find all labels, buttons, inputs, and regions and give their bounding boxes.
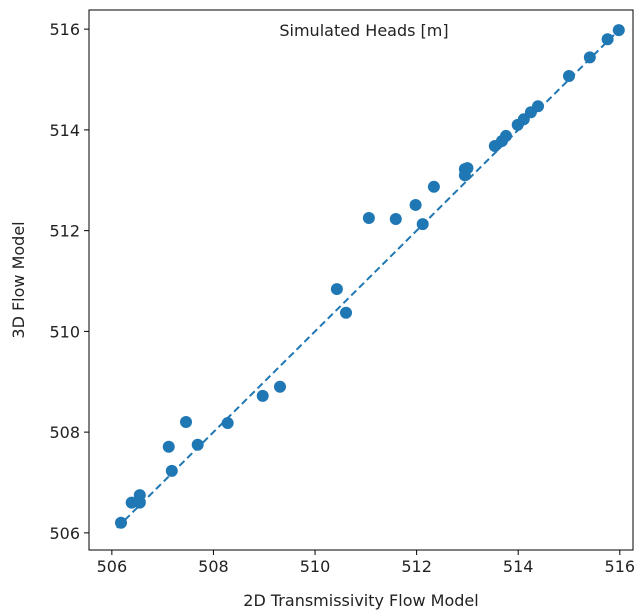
x-tick-label: 506 xyxy=(97,557,128,576)
point xyxy=(601,33,614,46)
point xyxy=(461,162,474,175)
point xyxy=(133,496,146,509)
point xyxy=(180,416,193,429)
identity-line xyxy=(116,28,621,529)
chart-title: Simulated Heads [m] xyxy=(279,21,448,40)
plot-frame xyxy=(88,9,634,551)
point xyxy=(500,129,513,142)
point xyxy=(165,464,178,477)
point xyxy=(221,417,234,430)
y-tick-label: 510 xyxy=(49,322,80,341)
point xyxy=(362,212,375,225)
y-tick-label: 516 xyxy=(49,20,80,39)
point xyxy=(409,198,422,211)
point xyxy=(162,440,175,453)
x-tick-label: 510 xyxy=(300,557,331,576)
point xyxy=(563,69,575,82)
point xyxy=(330,283,343,296)
y-axis-label: 3D Flow Model xyxy=(9,221,28,338)
y-tick-label: 512 xyxy=(49,222,80,241)
x-axis-label: 2D Transmissivity Flow Model xyxy=(243,591,478,610)
y-tick-label: 514 xyxy=(49,121,80,140)
point xyxy=(340,306,353,319)
y-tick-label: 508 xyxy=(49,423,80,442)
point xyxy=(115,516,127,529)
point xyxy=(273,380,286,393)
point xyxy=(191,438,204,451)
point xyxy=(532,100,545,113)
point xyxy=(612,24,625,37)
x-tick-label: 516 xyxy=(605,557,636,576)
y-tick-label: 506 xyxy=(49,524,80,543)
point xyxy=(427,180,440,193)
x-tick-label: 514 xyxy=(503,557,534,576)
point xyxy=(256,389,269,402)
point xyxy=(416,218,429,231)
point xyxy=(583,51,596,64)
point xyxy=(389,213,402,226)
x-tick-label: 508 xyxy=(198,557,229,576)
x-tick-label: 512 xyxy=(401,557,432,576)
